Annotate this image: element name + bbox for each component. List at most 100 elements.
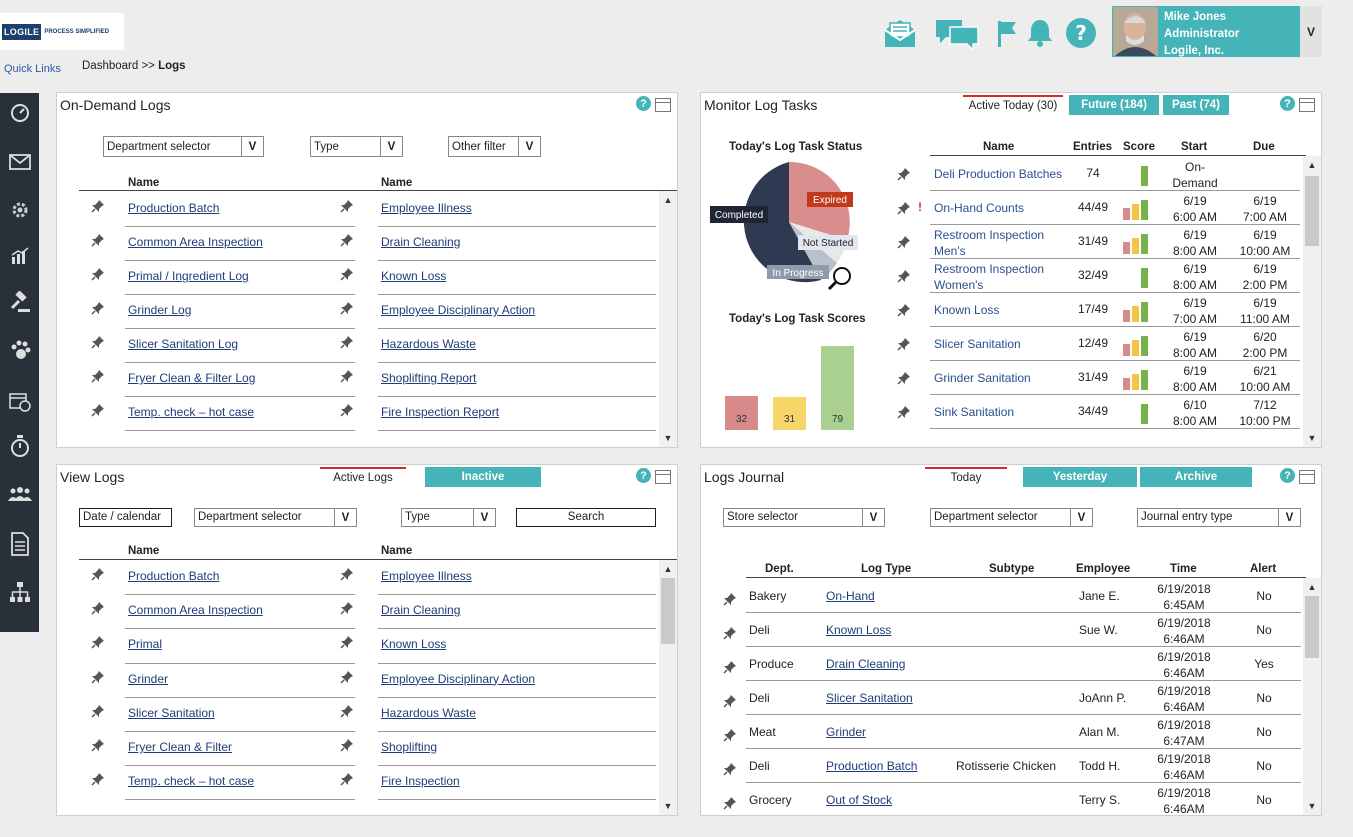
journal-log-type-link[interactable]: Out of Stock [826,793,893,807]
dropdown-button[interactable]: V [862,508,884,527]
log-link[interactable]: Temp. check – hot case [128,774,255,789]
task-name-link[interactable]: Slicer Sanitation [934,337,1021,351]
pin-icon[interactable] [340,772,354,786]
tab-past[interactable]: Past (74) [1163,95,1229,115]
pin-icon[interactable] [91,233,105,247]
log-link[interactable]: Known Loss [381,637,447,652]
user-dropdown-button[interactable]: V [1300,6,1322,57]
pin-icon[interactable] [340,738,354,752]
dropdown-button[interactable]: V [241,136,263,157]
dropdown-button[interactable]: V [380,136,402,157]
log-link[interactable]: Shoplifting Report [381,371,477,385]
help-icon[interactable]: ? [1280,468,1295,483]
journal-log-type-link[interactable]: Known Loss [826,623,892,637]
tab-yesterday[interactable]: Yesterday [1023,467,1137,487]
log-link[interactable]: Primal / Ingredient Log [128,269,249,283]
logile-logo[interactable]: LOGILE PROCESS SIMPLIFIED [0,13,124,50]
journal-log-type-link[interactable]: Slicer Sanitation [826,691,913,705]
pin-icon[interactable] [91,369,105,383]
pin-icon[interactable] [897,303,911,317]
pin-icon[interactable] [91,772,105,786]
department-selector[interactable]: Department selector V [930,508,1093,527]
flag-icon[interactable] [990,16,1020,50]
chat-bubbles-icon[interactable] [934,16,980,50]
search-input[interactable]: Search [516,508,656,527]
scroll-up-arrow-icon[interactable]: ▲ [663,564,673,574]
scroll-down-arrow-icon[interactable]: ▼ [663,433,673,443]
store-selector[interactable]: Store selector V [723,508,885,527]
task-name-link[interactable]: Sink Sanitation [934,405,1015,419]
pin-icon[interactable] [340,335,354,349]
log-link[interactable]: Common Area Inspection [128,235,263,249]
log-link[interactable]: Production Batch [128,569,220,583]
pin-icon[interactable] [340,704,354,718]
pin-icon[interactable] [91,301,105,315]
scroll-down-arrow-icon[interactable]: ▼ [663,801,673,811]
messages-envelope-icon[interactable] [882,16,918,50]
journal-log-type-link[interactable]: Grinder [826,725,867,739]
log-link[interactable]: Employee Illness [381,201,472,215]
timer-icon[interactable] [0,431,39,461]
log-link[interactable]: Grinder [128,671,169,686]
pin-icon[interactable] [897,269,911,283]
magnifier-icon[interactable] [833,267,851,285]
journal-log-type-link[interactable]: On-Hand [826,589,875,603]
task-name-link[interactable]: Grinder Sanitation [934,371,1031,385]
scrollbar[interactable]: ▲ ▼ [659,191,677,447]
dropdown-button[interactable]: V [473,508,495,527]
tab-future[interactable]: Future (184) [1069,95,1159,115]
log-link[interactable]: Grinder Log [128,303,192,317]
dropdown-button[interactable]: V [1070,508,1092,527]
log-link[interactable]: Shoplifting [381,740,438,754]
pin-icon[interactable] [897,337,911,351]
pin-icon[interactable] [91,635,105,649]
log-link[interactable]: Known Loss [381,269,447,283]
scrollbar[interactable]: ▲ ▼ [659,560,677,815]
mail-icon[interactable] [0,147,39,177]
pin-icon[interactable] [897,167,911,181]
tab-active-today[interactable]: Active Today (30) [963,95,1063,115]
help-icon[interactable]: ? [636,468,651,483]
paw-icon[interactable] [0,335,39,365]
log-link[interactable]: Common Area Inspection [128,603,263,618]
scroll-up-arrow-icon[interactable]: ▲ [1307,582,1317,592]
dropdown-button[interactable]: V [518,136,540,157]
scroll-up-arrow-icon[interactable]: ▲ [1307,160,1317,170]
maximize-window-icon[interactable] [655,98,671,112]
scrollbar[interactable]: ▲ ▼ [1303,578,1321,815]
department-selector[interactable]: Department selector V [194,508,357,527]
scroll-thumb[interactable] [661,578,675,644]
pin-icon[interactable] [340,567,354,581]
gavel-icon[interactable] [0,287,39,317]
task-name-link[interactable]: Restroom Inspection Women's [934,262,1045,292]
pin-icon[interactable] [723,762,737,776]
team-icon[interactable] [0,479,39,509]
pin-icon[interactable] [723,694,737,708]
log-link[interactable]: Primal [128,637,163,652]
pin-icon[interactable] [91,601,105,615]
log-link[interactable]: Employee Disciplinary Action [381,303,536,317]
scroll-down-arrow-icon[interactable]: ▼ [1307,433,1317,443]
help-icon[interactable]: ? [636,96,651,111]
log-link[interactable]: Temp. check – hot case [128,405,255,419]
log-link[interactable]: Hazardous Waste [381,705,476,720]
scroll-thumb[interactable] [1305,596,1319,658]
quick-links[interactable]: Quick Links [4,63,61,75]
pin-icon[interactable] [897,405,911,419]
scroll-down-arrow-icon[interactable]: ▼ [1307,801,1317,811]
pin-icon[interactable] [340,403,354,417]
log-link[interactable]: Drain Cleaning [381,235,461,249]
pin-icon[interactable] [91,403,105,417]
log-link[interactable]: Production Batch [128,201,220,215]
pin-icon[interactable] [91,267,105,281]
journal-log-type-link[interactable]: Production Batch [826,759,918,773]
pin-icon[interactable] [340,301,354,315]
org-chart-icon[interactable] [0,577,39,607]
pin-icon[interactable] [723,796,737,810]
pin-icon[interactable] [723,592,737,606]
pin-icon[interactable] [340,601,354,615]
maximize-window-icon[interactable] [1299,470,1315,484]
breadcrumb-prefix[interactable]: Dashboard >> [82,60,159,72]
tab-inactive[interactable]: Inactive [425,467,541,487]
pin-icon[interactable] [897,201,911,215]
